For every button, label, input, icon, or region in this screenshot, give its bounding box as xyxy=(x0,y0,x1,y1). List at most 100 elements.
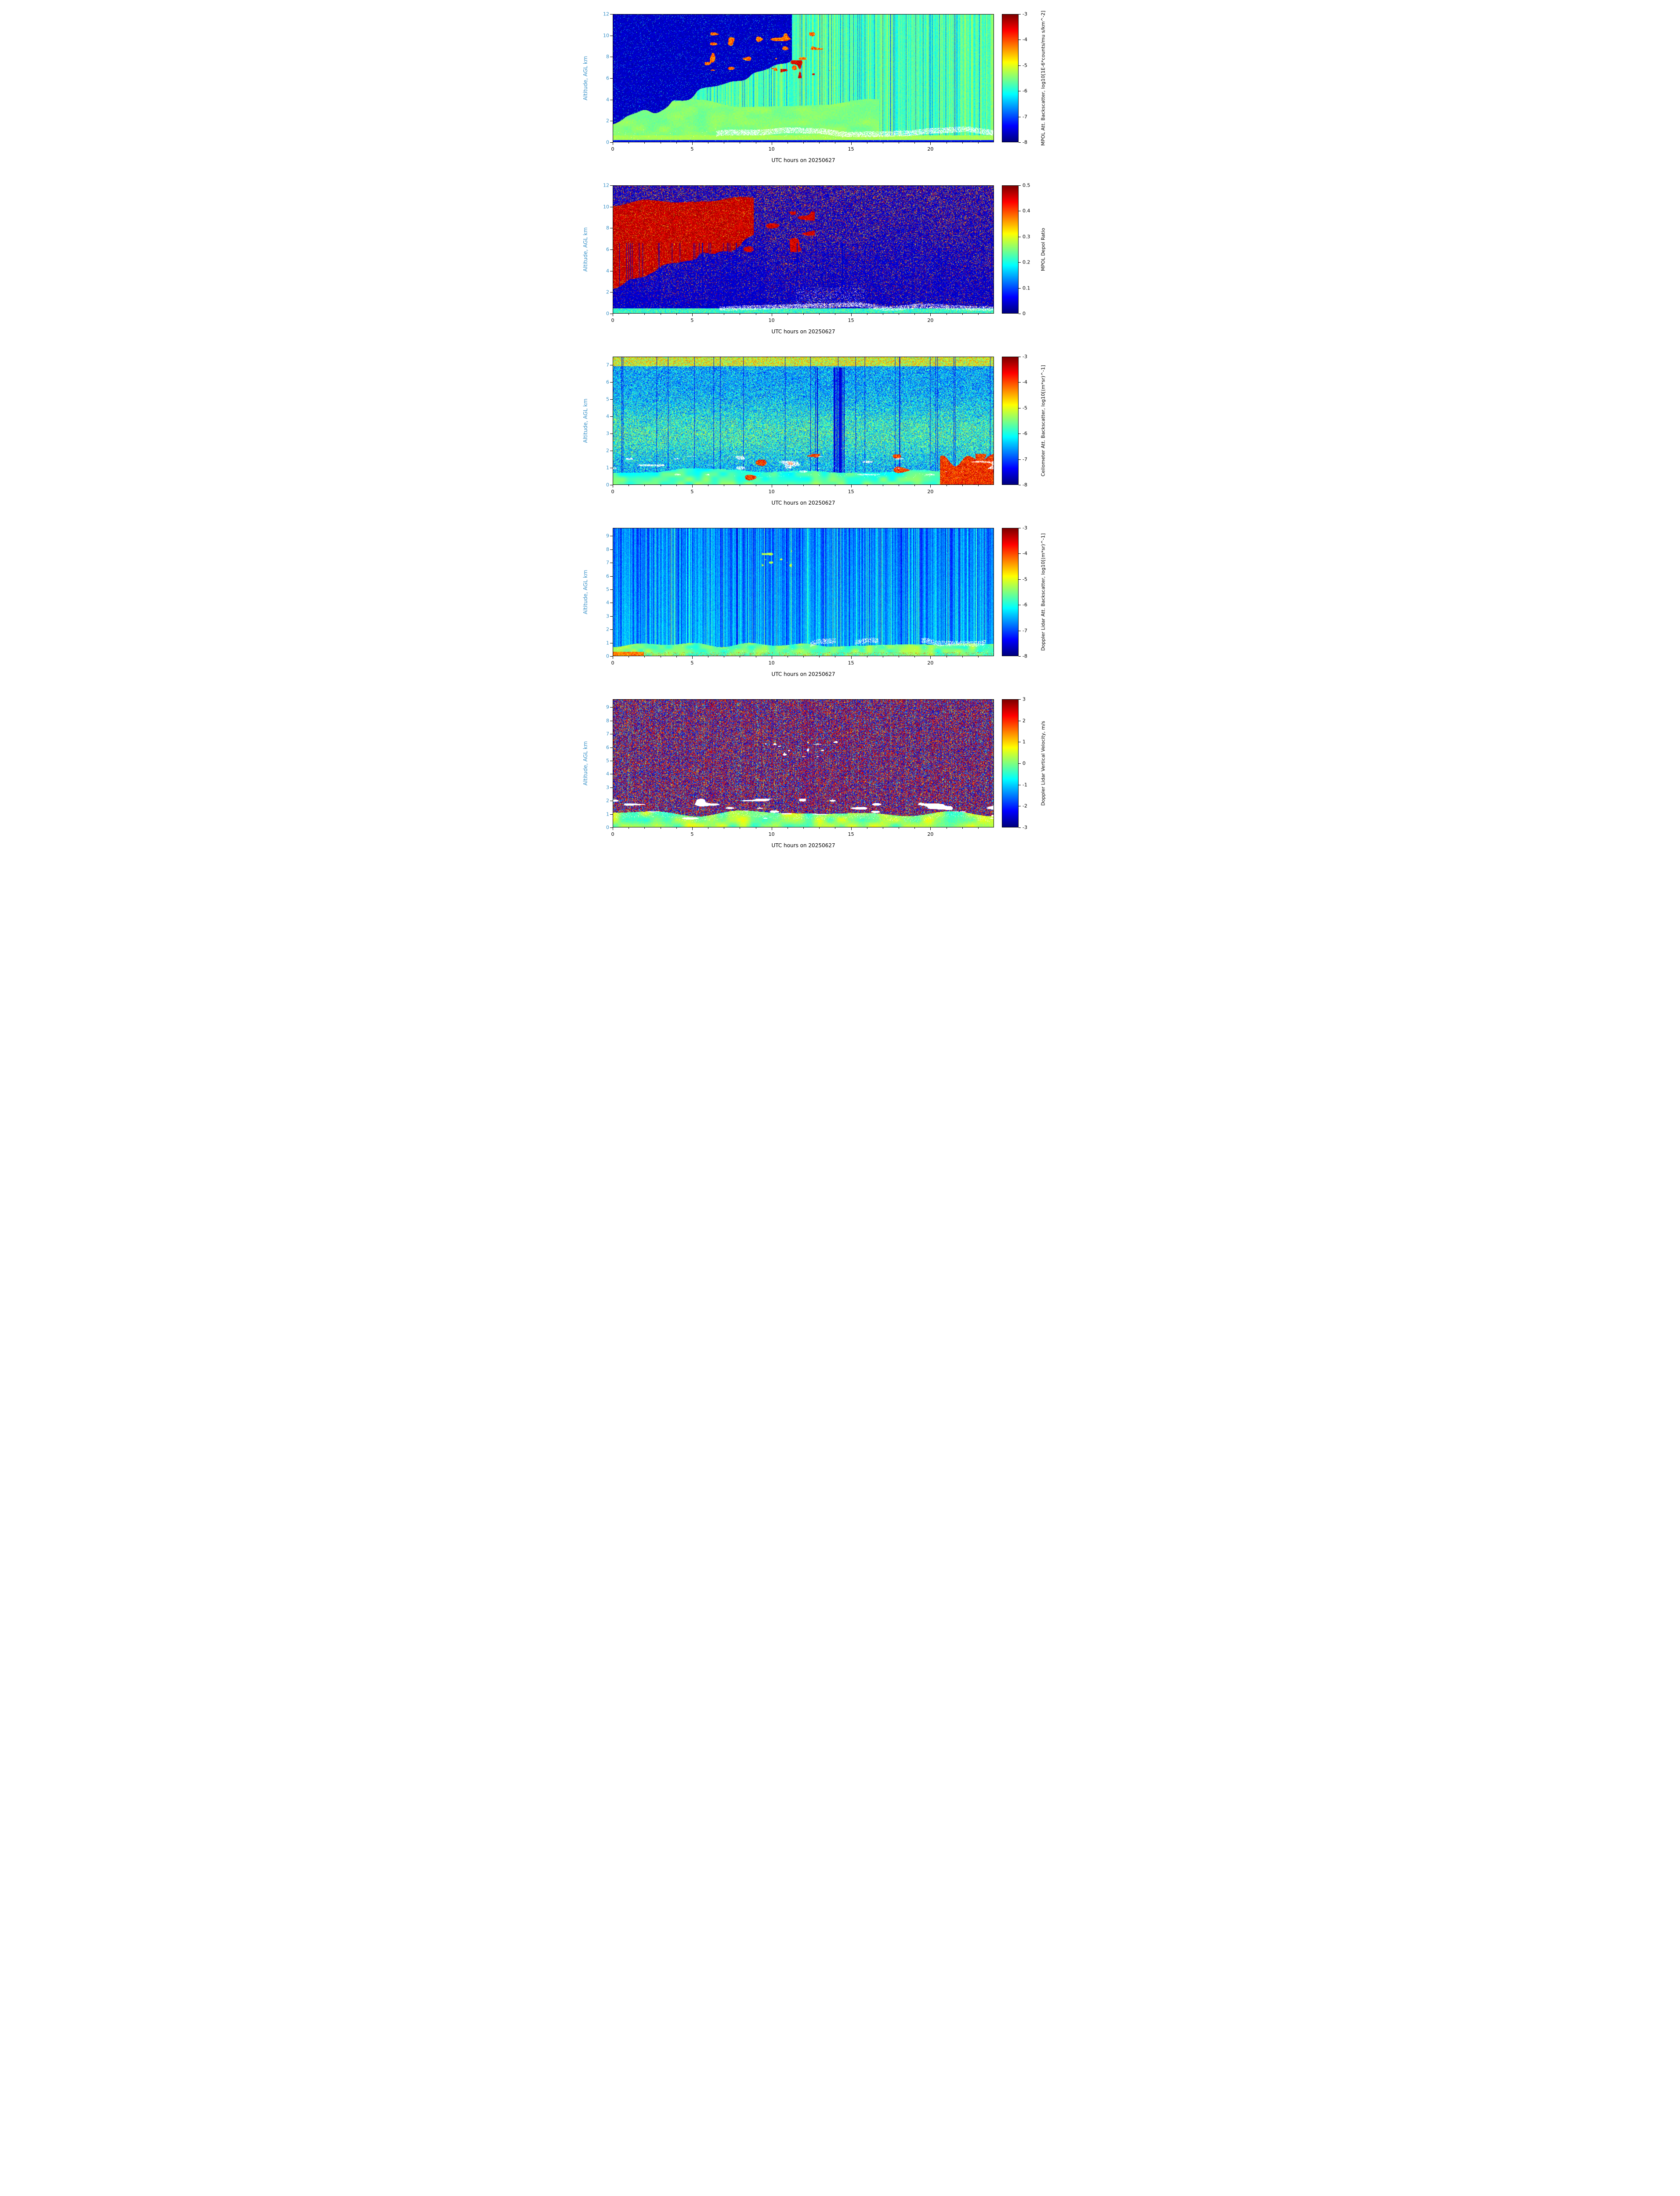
y-tick-mark xyxy=(610,549,613,550)
x-tick-mark xyxy=(851,485,852,488)
heatmap-plot xyxy=(613,357,994,485)
x-tick-label: 5 xyxy=(690,318,694,323)
colorbar-tick-label: -7 xyxy=(1022,456,1027,462)
colorbar-tick-mark xyxy=(1019,459,1021,460)
x-tick-label: 5 xyxy=(690,146,694,152)
x-tick-mark xyxy=(930,827,931,830)
colorbar-gradient xyxy=(1002,357,1018,484)
x-tick-mark xyxy=(819,314,820,315)
y-tick-label: 7 xyxy=(606,731,609,737)
x-tick-label: 0 xyxy=(611,831,614,837)
colorbar-tick-label: 0 xyxy=(1022,311,1026,317)
y-tick-label: 0 xyxy=(606,653,609,659)
x-tick-label: 20 xyxy=(927,318,934,323)
x-tick-label: 0 xyxy=(611,489,614,495)
y-tick-mark xyxy=(610,827,613,828)
x-tick-mark xyxy=(978,314,979,315)
colorbar-tick-label: -4 xyxy=(1022,379,1027,385)
colorbar xyxy=(1002,185,1019,314)
x-tick-mark xyxy=(962,656,963,657)
y-axis-label: Altitude, AGL km xyxy=(582,398,589,443)
x-tick-mark xyxy=(803,142,804,144)
x-tick-mark xyxy=(644,485,645,486)
colorbar-tick-label: -4 xyxy=(1022,550,1027,556)
colorbar-tick-label: 1 xyxy=(1022,739,1026,745)
colorbar-tick-label: 2 xyxy=(1022,718,1026,724)
colorbar-tick-label: -6 xyxy=(1022,602,1027,608)
x-tick-mark xyxy=(851,314,852,316)
x-tick-label: 15 xyxy=(848,146,854,152)
y-axis-label: Altitude, AGL km xyxy=(582,227,589,272)
colorbar-tick-label: -8 xyxy=(1022,482,1027,488)
x-tick-mark xyxy=(819,827,820,829)
x-tick-mark xyxy=(914,142,915,144)
y-tick-label: 9 xyxy=(606,533,609,539)
x-axis-label: UTC hours on 20250627 xyxy=(771,329,835,335)
x-tick-mark xyxy=(676,827,677,829)
y-tick-label: 6 xyxy=(606,573,609,579)
x-axis-label: UTC hours on 20250627 xyxy=(771,842,835,849)
y-tick-label: 1 xyxy=(606,465,609,471)
heatmap-canvas xyxy=(613,700,994,827)
colorbar-tick-mark xyxy=(1019,65,1021,66)
y-tick-label: 3 xyxy=(606,430,609,437)
colorbar-tick-mark xyxy=(1019,656,1021,657)
y-tick-label: 0 xyxy=(606,311,609,317)
x-tick-mark xyxy=(978,656,979,657)
y-tick-label: 8 xyxy=(606,546,609,553)
y-tick-label: 8 xyxy=(606,718,609,724)
colorbar-tick-label: -1 xyxy=(1022,782,1027,788)
y-tick-label: 8 xyxy=(606,225,609,231)
x-tick-mark xyxy=(676,485,677,486)
y-tick-mark xyxy=(610,656,613,657)
x-tick-mark xyxy=(644,827,645,829)
panel-mpol-depol-ratio: Altitude, AGL km UTC hours on 20250627 M… xyxy=(560,183,1120,354)
x-tick-label: 0 xyxy=(611,146,614,152)
x-tick-mark xyxy=(644,656,645,657)
y-tick-mark xyxy=(610,616,613,617)
colorbar-tick-label: 0 xyxy=(1022,760,1026,766)
x-tick-mark xyxy=(930,142,931,145)
colorbar-tick-label: -7 xyxy=(1022,628,1027,634)
panel-ceilometer-backscatter: Altitude, AGL km UTC hours on 20250627 C… xyxy=(560,354,1120,525)
y-tick-mark xyxy=(610,416,613,417)
y-tick-label: 12 xyxy=(603,11,609,17)
x-tick-mark xyxy=(930,656,931,659)
x-tick-mark xyxy=(962,314,963,315)
x-tick-label: 10 xyxy=(768,831,775,837)
y-tick-label: 1 xyxy=(606,811,609,817)
x-tick-label: 10 xyxy=(768,489,775,495)
y-tick-label: 7 xyxy=(606,560,609,566)
colorbar-tick-label: -5 xyxy=(1022,576,1027,582)
x-tick-label: 10 xyxy=(768,146,775,152)
colorbar-tick-mark xyxy=(1019,382,1021,383)
y-tick-label: 6 xyxy=(606,246,609,253)
heatmap-canvas xyxy=(613,186,994,313)
x-tick-mark xyxy=(803,314,804,315)
colorbar-tick-mark xyxy=(1019,699,1021,700)
y-tick-mark xyxy=(610,382,613,383)
colorbar-tick-mark xyxy=(1019,827,1021,828)
colorbar-tick-mark xyxy=(1019,185,1021,186)
x-tick-label: 0 xyxy=(611,318,614,323)
colorbar-tick-mark xyxy=(1019,433,1021,434)
y-tick-label: 9 xyxy=(606,704,609,710)
y-axis-label: Altitude, AGL km xyxy=(582,741,589,786)
x-tick-mark xyxy=(851,142,852,145)
x-tick-label: 20 xyxy=(927,489,934,495)
colorbar-label: Doppler Lidar Att. Backscatter, log10[(m… xyxy=(1040,533,1046,651)
y-tick-label: 5 xyxy=(606,396,609,402)
x-tick-mark xyxy=(819,142,820,144)
x-tick-mark xyxy=(644,142,645,144)
x-tick-label: 15 xyxy=(848,489,854,495)
colorbar-label: Ceilometer Att. Backscatter, log10[(m*sr… xyxy=(1040,365,1046,477)
colorbar-tick-label: -6 xyxy=(1022,88,1027,94)
x-tick-mark xyxy=(851,827,852,830)
y-tick-label: 5 xyxy=(606,586,609,592)
y-tick-label: 4 xyxy=(606,97,609,103)
panel-doppler-velocity: Altitude, AGL km UTC hours on 20250627 D… xyxy=(560,697,1120,868)
colorbar-tick-label: -3 xyxy=(1022,824,1027,831)
x-tick-label: 15 xyxy=(848,660,854,666)
colorbar-tick-label: -3 xyxy=(1022,354,1027,360)
colorbar-gradient xyxy=(1002,528,1018,656)
